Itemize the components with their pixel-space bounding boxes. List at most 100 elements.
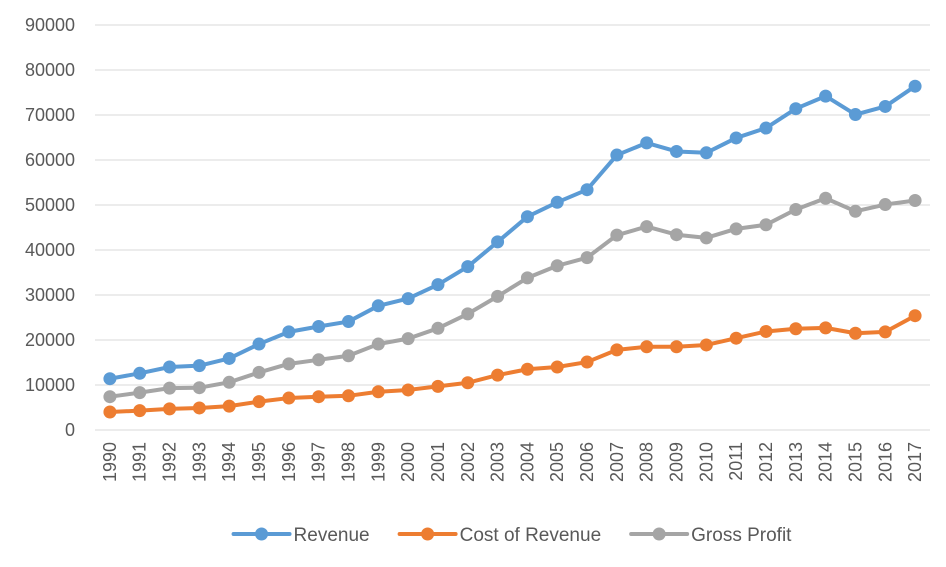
legend-item: Cost of Revenue — [397, 525, 602, 546]
x-tick-label: 1995 — [249, 442, 269, 482]
data-point — [401, 292, 415, 306]
legend-item: Gross Profit — [629, 525, 792, 546]
x-tick-label: 1998 — [338, 442, 358, 482]
y-tick-label: 90000 — [25, 15, 75, 35]
y-tick-label: 10000 — [25, 375, 75, 395]
data-point — [550, 360, 564, 374]
x-tick-label: 2011 — [726, 442, 746, 481]
x-tick-label: 2005 — [547, 442, 567, 482]
x-tick-label: 2017 — [905, 442, 925, 482]
series-line — [107, 84, 918, 381]
data-point — [312, 353, 326, 367]
data-point — [431, 379, 445, 393]
x-tick-label: 1993 — [189, 442, 209, 482]
data-point — [282, 325, 296, 339]
data-point — [491, 289, 505, 303]
data-point — [848, 108, 862, 122]
data-point — [670, 228, 684, 242]
data-point — [222, 351, 236, 365]
data-point — [520, 271, 534, 285]
x-tick-label: 2004 — [517, 442, 537, 482]
x-tick-label: 1994 — [219, 442, 239, 482]
data-point — [819, 321, 833, 335]
data-point — [878, 325, 892, 339]
data-point — [461, 307, 475, 321]
x-tick-label: 2009 — [667, 442, 687, 482]
y-tick-label: 30000 — [25, 285, 75, 305]
x-tick-label: 2001 — [428, 442, 448, 482]
x-tick-label: 2006 — [577, 442, 597, 482]
data-point — [789, 102, 803, 116]
data-point — [550, 259, 564, 273]
data-point — [520, 362, 534, 376]
x-tick-label: 1999 — [368, 442, 388, 482]
data-point — [610, 148, 624, 162]
data-point — [312, 320, 326, 333]
data-point — [789, 203, 803, 216]
data-point — [163, 381, 177, 395]
series-gross-profit — [103, 191, 922, 404]
x-tick-label: 2016 — [875, 442, 895, 482]
series-cost-of-revenue — [103, 309, 922, 419]
x-tick-label: 2014 — [816, 442, 836, 482]
data-point — [192, 359, 206, 373]
data-point — [252, 337, 266, 351]
legend-swatch-marker — [255, 527, 269, 541]
data-point — [491, 368, 505, 382]
x-tick-label: 2002 — [458, 442, 478, 482]
data-point — [401, 332, 415, 346]
x-tick-label: 2012 — [756, 442, 776, 482]
data-point — [401, 383, 415, 397]
data-point — [341, 389, 355, 403]
data-point — [491, 235, 505, 249]
data-point — [192, 381, 206, 395]
data-point — [640, 340, 654, 354]
data-point — [550, 195, 564, 209]
x-tick-label: 2003 — [488, 442, 508, 482]
legend: Revenue Cost of Revenue Gross Profit — [231, 525, 792, 546]
data-point — [729, 331, 743, 345]
legend-label: Gross Profit — [691, 525, 792, 546]
data-point — [431, 321, 445, 335]
y-tick-label: 0 — [65, 420, 75, 440]
data-point — [341, 349, 355, 363]
y-tick-label: 40000 — [25, 240, 75, 260]
data-point — [878, 99, 892, 113]
data-point — [640, 136, 654, 150]
data-point — [819, 191, 833, 205]
y-tick-label: 70000 — [25, 105, 75, 125]
data-point — [908, 194, 922, 207]
legend-item: Revenue — [231, 525, 370, 546]
data-point — [133, 386, 147, 400]
data-point — [848, 204, 862, 218]
data-point — [729, 222, 743, 236]
data-point — [580, 355, 594, 369]
legend-label: Cost of Revenue — [460, 525, 602, 546]
legend-swatch-marker — [652, 527, 666, 541]
legend-label: Revenue — [294, 525, 370, 546]
y-tick-label: 80000 — [25, 60, 75, 80]
data-point — [610, 343, 624, 357]
data-point — [580, 251, 594, 265]
data-point — [878, 198, 892, 212]
data-point — [520, 210, 534, 224]
x-tick-label: 1990 — [100, 442, 120, 482]
data-point — [670, 340, 684, 354]
data-point — [163, 402, 177, 416]
data-point — [282, 357, 296, 371]
data-point — [640, 220, 654, 234]
data-point — [371, 299, 385, 313]
y-tick-label: 50000 — [25, 195, 75, 215]
data-point — [908, 79, 922, 93]
x-tick-label: 1997 — [309, 442, 329, 482]
data-point — [670, 144, 684, 158]
x-axis-tick-labels: 1990 1991 1992 1993 1994 1995 1996 1997 1998 1999… — [100, 442, 925, 482]
data-point — [133, 366, 147, 380]
x-tick-label: 1991 — [130, 442, 150, 482]
y-axis-tick-labels: 0 10000 20000 30000 40000 50000 60000 70000 8000… — [25, 15, 75, 440]
data-point — [341, 315, 355, 329]
data-point — [192, 401, 206, 415]
data-point — [759, 324, 773, 338]
